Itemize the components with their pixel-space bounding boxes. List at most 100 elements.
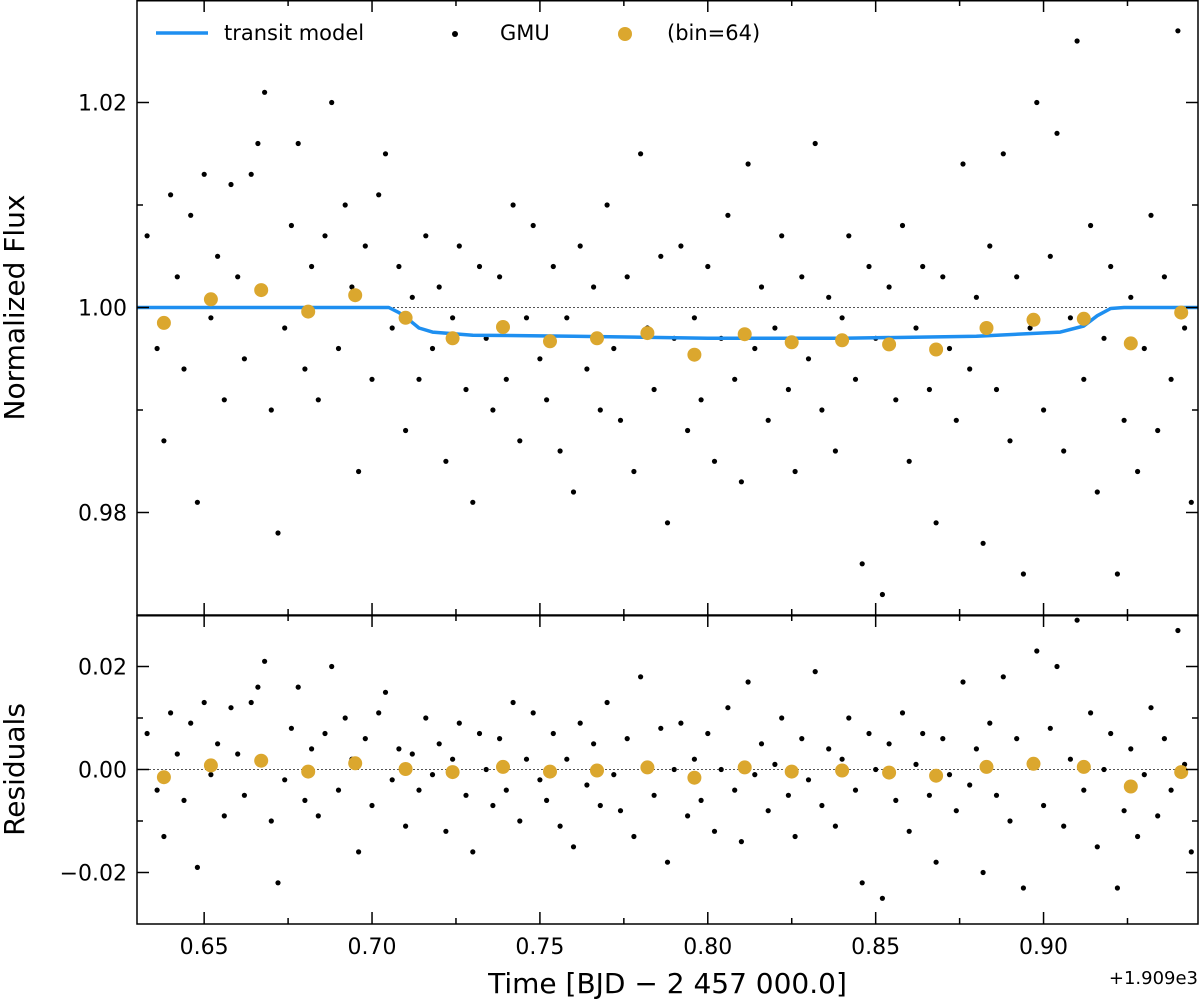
residual-binned-point-13 <box>784 764 799 779</box>
flux-gmu-point-21 <box>288 222 294 229</box>
residual-gmu-point-52 <box>497 736 503 742</box>
residual-gmu-point-81 <box>691 756 698 762</box>
flux-gmu-point-12 <box>228 181 234 188</box>
residuals-axes-frame <box>136 615 1199 925</box>
flux-gmu-point-34 <box>376 192 382 198</box>
residual-gmu-point-21 <box>288 725 294 731</box>
flux-gmu-point-38 <box>403 427 409 434</box>
flux-binned-point-6 <box>445 331 460 346</box>
flux-gmu-point-146 <box>1128 294 1134 300</box>
residual-gmu-point-25 <box>315 813 321 819</box>
residual-gmu-point-18 <box>268 818 274 824</box>
flux-gmu-point-89 <box>745 161 751 167</box>
flux-gmu-point-140 <box>1088 222 1094 229</box>
flux-gmu-point-14 <box>241 356 247 362</box>
flux-gmu-point-49 <box>476 263 483 270</box>
residual-gmu-point-5 <box>181 797 187 804</box>
x-axis-label: Time [BJD − 2 457 000.0] <box>487 967 847 1000</box>
flux-gmu-point-110 <box>886 284 892 290</box>
flux-gmu-point-88 <box>738 479 745 485</box>
residual-ytick-label-0: −0.02 <box>60 862 127 887</box>
residual-gmu-point-151 <box>1161 736 1167 742</box>
residual-gmu-point-136 <box>1061 823 1067 829</box>
flux-gmu-point-40 <box>416 376 422 382</box>
residual-gmu-point-75 <box>651 792 657 798</box>
residual-gmu-point-100 <box>819 802 825 809</box>
flux-gmu-point-15 <box>248 171 254 177</box>
flux-gmu-point-82 <box>698 397 704 403</box>
residual-gmu-point-138 <box>1074 617 1080 623</box>
residual-gmu-point-105 <box>852 787 859 793</box>
residual-gmu-point-86 <box>725 705 731 711</box>
residual-gmu-point-134 <box>1047 725 1053 731</box>
residual-binned-point-16 <box>929 768 944 783</box>
flux-gmu-point-1 <box>154 345 160 352</box>
flux-gmu-point-63 <box>570 489 577 495</box>
flux-gmu-point-107 <box>866 263 872 270</box>
residual-gmu-point-149 <box>1148 705 1154 711</box>
residual-gmu-point-122 <box>967 782 973 788</box>
flux-gmu-point-141 <box>1094 489 1100 495</box>
residual-binned-point-7 <box>496 759 510 774</box>
flux-binned-point-18 <box>1026 312 1041 327</box>
residual-gmu-point-96 <box>792 833 798 840</box>
legend-binned-label: (bin=64) <box>667 21 760 45</box>
residual-gmu-point-44 <box>443 828 449 834</box>
flux-binned-point-16 <box>929 342 944 357</box>
flux-gmu-point-136 <box>1061 448 1067 454</box>
flux-gmu-point-68 <box>604 202 610 208</box>
residual-binned-point-21 <box>1174 765 1189 780</box>
residual-gmu-point-70 <box>617 808 624 814</box>
xtick-label-4: 0.85 <box>851 935 900 960</box>
flux-gmu-point-46 <box>456 243 462 249</box>
residual-gmu-point-2 <box>161 833 167 840</box>
flux-gmu-point-148 <box>1141 345 1147 352</box>
residual-gmu-point-111 <box>893 797 899 804</box>
flux-ytick-label-2: 1.02 <box>78 92 127 117</box>
flux-gmu-point-55 <box>517 438 523 444</box>
flux-gmu-point-91 <box>758 284 765 290</box>
residual-gmu-point-135 <box>1054 663 1060 670</box>
residual-gmu-point-63 <box>570 844 577 850</box>
residual-gmu-point-119 <box>946 772 953 778</box>
residual-gmu-point-68 <box>604 699 610 706</box>
residual-gmu-point-94 <box>779 715 785 721</box>
residual-gmu-point-120 <box>953 808 959 814</box>
residual-binned-point-5 <box>398 762 413 776</box>
flux-gmu-points <box>144 28 1194 598</box>
residual-gmu-point-53 <box>503 787 509 793</box>
residual-gmu-point-73 <box>638 674 644 680</box>
residual-gmu-point-15 <box>248 699 254 706</box>
residual-gmu-point-155 <box>1188 849 1194 855</box>
flux-binned-point-21 <box>1174 305 1189 320</box>
flux-gmu-point-11 <box>221 397 227 403</box>
residual-gmu-point-43 <box>436 741 442 747</box>
residual-gmu-point-7 <box>194 864 200 871</box>
residuals-gmu-points <box>144 617 1194 901</box>
residual-gmu-point-117 <box>933 859 939 865</box>
flux-gmu-point-135 <box>1054 130 1060 136</box>
flux-gmu-point-150 <box>1155 427 1161 434</box>
flux-gmu-point-93 <box>772 325 778 331</box>
residual-gmu-point-114 <box>913 761 919 768</box>
flux-gmu-point-138 <box>1074 38 1080 44</box>
flux-gmu-point-66 <box>591 284 597 290</box>
residual-gmu-point-37 <box>396 746 402 752</box>
flux-binned-point-11 <box>687 347 702 362</box>
residual-gmu-point-67 <box>597 802 603 809</box>
flux-gmu-point-6 <box>188 212 194 218</box>
residual-gmu-point-129 <box>1014 736 1020 742</box>
residual-gmu-point-51 <box>490 802 496 809</box>
flux-gmu-point-124 <box>980 540 986 546</box>
flux-binned-point-5 <box>398 310 413 325</box>
flux-gmu-point-37 <box>396 263 402 270</box>
residual-gmu-point-146 <box>1128 746 1134 752</box>
residual-gmu-point-85 <box>718 766 724 773</box>
residual-gmu-point-112 <box>899 710 906 716</box>
residual-gmu-point-14 <box>241 792 247 798</box>
residual-gmu-point-152 <box>1168 787 1174 793</box>
flux-gmu-point-31 <box>356 468 362 475</box>
flux-gmu-point-64 <box>577 243 583 249</box>
flux-gmu-point-2 <box>161 438 167 444</box>
residual-gmu-point-39 <box>409 751 415 757</box>
